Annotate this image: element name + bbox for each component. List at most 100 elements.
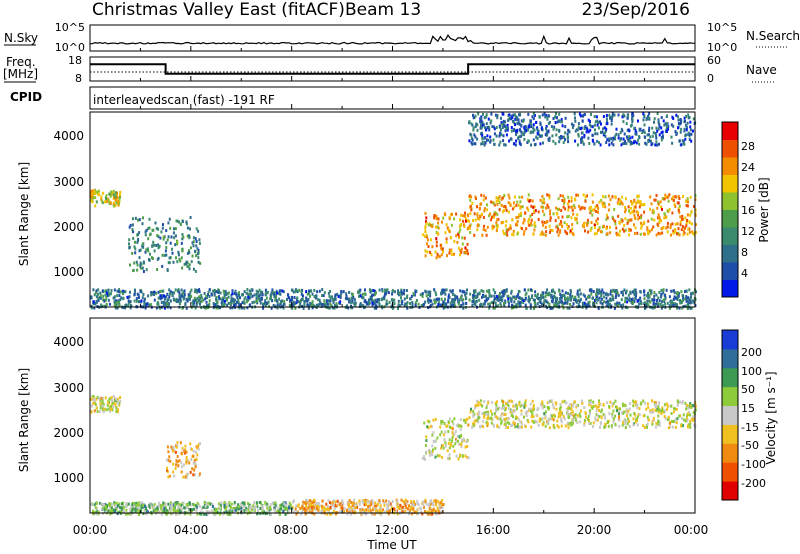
power-cell [517,118,520,122]
velocity-cell [295,504,298,508]
power-cell [91,192,94,196]
power-cell [345,292,348,296]
power-cell [501,295,504,299]
velocity-cell [500,420,503,424]
power-cell [602,295,605,299]
velocity-cell [412,504,415,508]
power-cell [512,229,515,233]
power-cell [250,288,253,292]
power-cell [605,227,608,231]
power-cell [221,300,224,304]
power-cell [657,213,660,217]
power-cell [403,288,406,292]
power-cell [658,142,660,146]
power-cell [585,297,588,301]
velocity-cell [611,415,614,419]
velocity-cell [636,423,639,427]
power-cell [178,302,181,306]
power-cell [353,298,356,302]
power-cell [241,306,244,310]
power-cell [685,128,688,132]
power-cell [470,195,473,199]
velocity-cell [186,459,189,463]
power-cell [463,214,466,218]
velocity-cell [372,501,375,505]
power-cell [667,125,670,129]
velocity-cell [588,421,591,425]
velocity-cell [476,418,479,422]
power-cell [633,299,636,303]
power-cell [674,222,677,226]
power-cell [321,303,324,306]
power-cell [550,293,553,297]
velocity-cell [564,424,567,428]
power-cell [563,201,565,205]
power-cell [515,216,518,220]
power-cell [646,299,649,303]
power-cell [362,304,365,308]
power-colorbar-swatch [722,279,738,298]
power-cell [229,302,232,306]
power-cell [462,223,465,227]
power-cell [128,225,131,229]
power-cell [465,296,468,300]
power-cell [454,298,457,301]
power-cell [197,252,199,256]
power-cell [119,195,121,199]
velocity-cell [430,425,433,429]
power-cell [136,263,139,267]
power-cell [595,219,598,223]
power-cell [646,133,649,137]
power-cell [300,292,303,296]
power-cell [393,298,396,302]
power-cell [558,289,561,293]
power-cell [112,201,115,205]
velocity-cell [592,405,595,408]
velocity-cell [152,509,155,513]
power-cell [570,199,573,203]
power-cell [485,233,488,237]
power-cell [655,134,657,138]
power-cell [494,291,497,295]
velocity-cell [427,448,430,452]
power-cell [205,300,208,304]
velocity-cell [572,418,575,422]
power-cell [264,299,267,303]
power-cell [566,301,569,305]
velocity-cell [101,401,104,405]
velocity-cell [388,502,391,506]
power-cell [594,205,597,209]
power-cell [259,299,261,303]
velocity-cell [457,439,459,443]
power-cell [551,296,554,299]
power-cell [114,195,117,199]
power-cell [371,289,374,293]
power-cell [628,218,631,222]
power-cell [179,299,182,303]
power-cell [495,221,498,225]
power-cell [515,203,518,207]
power-cell [551,134,554,138]
power-cell [606,122,609,125]
power-cell [497,198,500,202]
power-cell [644,141,647,145]
power-cell [262,306,265,310]
power-cell [104,200,106,204]
power-cell [464,246,467,250]
power-cell [194,269,197,273]
power-cell [554,295,557,299]
power-cell [483,302,486,306]
power-cell [630,218,633,222]
power-cell [391,292,394,296]
velocity-cell [588,403,591,406]
power-cell [689,125,692,129]
power-cell [505,220,508,223]
power-cell [479,120,482,124]
power-cell [166,302,169,306]
power-cell [590,289,593,293]
velocity-cell [441,506,444,510]
velocity-cell [459,418,462,422]
power-cell [493,127,496,131]
velocity-cell [93,397,96,401]
power-cell [572,298,575,302]
